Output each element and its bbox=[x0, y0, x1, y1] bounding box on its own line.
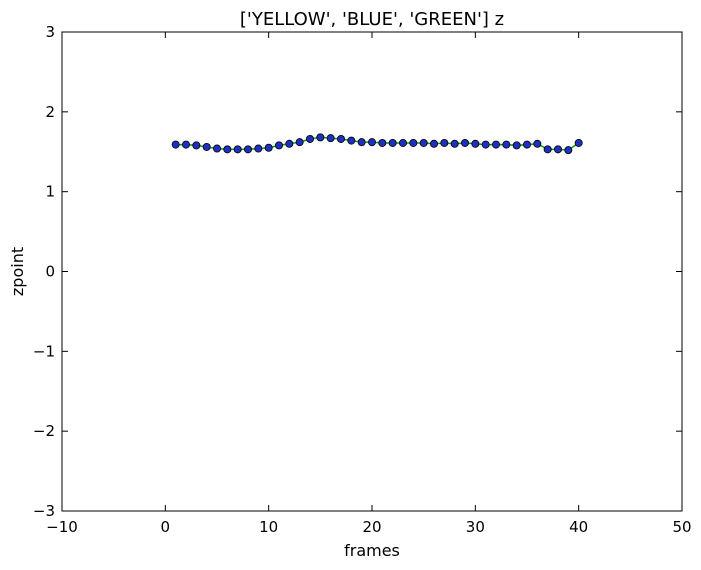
data-point bbox=[491, 140, 500, 149]
plot-frame bbox=[61, 31, 683, 512]
data-point bbox=[523, 140, 532, 149]
data-point bbox=[367, 138, 376, 147]
y-tick-label: 2 bbox=[45, 103, 55, 121]
data-point bbox=[223, 145, 232, 154]
y-tick-label: 1 bbox=[45, 183, 55, 201]
data-point bbox=[171, 140, 180, 149]
data-point bbox=[243, 145, 252, 154]
data-point bbox=[254, 144, 263, 153]
data-point bbox=[295, 138, 304, 147]
data-point bbox=[326, 134, 335, 143]
data-point bbox=[398, 138, 407, 147]
data-point bbox=[419, 138, 428, 147]
y-tick-label: 3 bbox=[45, 23, 55, 41]
data-point bbox=[481, 140, 490, 149]
data-point bbox=[543, 145, 552, 154]
data-point bbox=[316, 133, 325, 142]
data-point bbox=[450, 139, 459, 148]
data-point bbox=[202, 142, 211, 151]
data-point bbox=[429, 139, 438, 148]
data-point bbox=[274, 141, 283, 150]
data-point bbox=[502, 140, 511, 149]
data-point bbox=[440, 138, 449, 147]
data-point bbox=[233, 145, 242, 154]
x-tick-label: 50 bbox=[672, 518, 691, 536]
chart-title: ['YELLOW', 'BLUE', 'GREEN'] z bbox=[240, 9, 504, 30]
y-tick-label: −1 bbox=[33, 342, 55, 360]
data-point bbox=[347, 136, 356, 145]
data-point bbox=[378, 138, 387, 147]
series-line bbox=[175, 136, 580, 151]
data-point bbox=[554, 145, 563, 154]
data-point bbox=[264, 143, 273, 152]
x-tick-label: 0 bbox=[161, 518, 171, 536]
x-tick-label: 10 bbox=[259, 518, 278, 536]
x-tick-label: 20 bbox=[362, 518, 381, 536]
y-axis-label: zpoint bbox=[8, 247, 27, 296]
data-point bbox=[533, 139, 542, 148]
data-point bbox=[357, 138, 366, 147]
data-point bbox=[471, 139, 480, 148]
y-tick-label: −2 bbox=[33, 422, 55, 440]
data-point bbox=[564, 146, 573, 155]
y-tick-label: 0 bbox=[45, 263, 55, 281]
data-point bbox=[212, 144, 221, 153]
x-tick-label: 30 bbox=[466, 518, 485, 536]
data-point bbox=[409, 138, 418, 147]
y-tick-label: −3 bbox=[33, 502, 55, 520]
data-point bbox=[388, 138, 397, 147]
x-tick-label: 40 bbox=[569, 518, 588, 536]
data-point bbox=[336, 134, 345, 143]
x-tick-label: −10 bbox=[46, 518, 78, 536]
data-point bbox=[192, 141, 201, 150]
data-point bbox=[460, 138, 469, 147]
data-point bbox=[512, 141, 521, 150]
data-point bbox=[285, 139, 294, 148]
x-axis-label: frames bbox=[344, 541, 400, 560]
data-point bbox=[305, 134, 314, 143]
data-point bbox=[181, 140, 190, 149]
data-point bbox=[574, 138, 583, 147]
